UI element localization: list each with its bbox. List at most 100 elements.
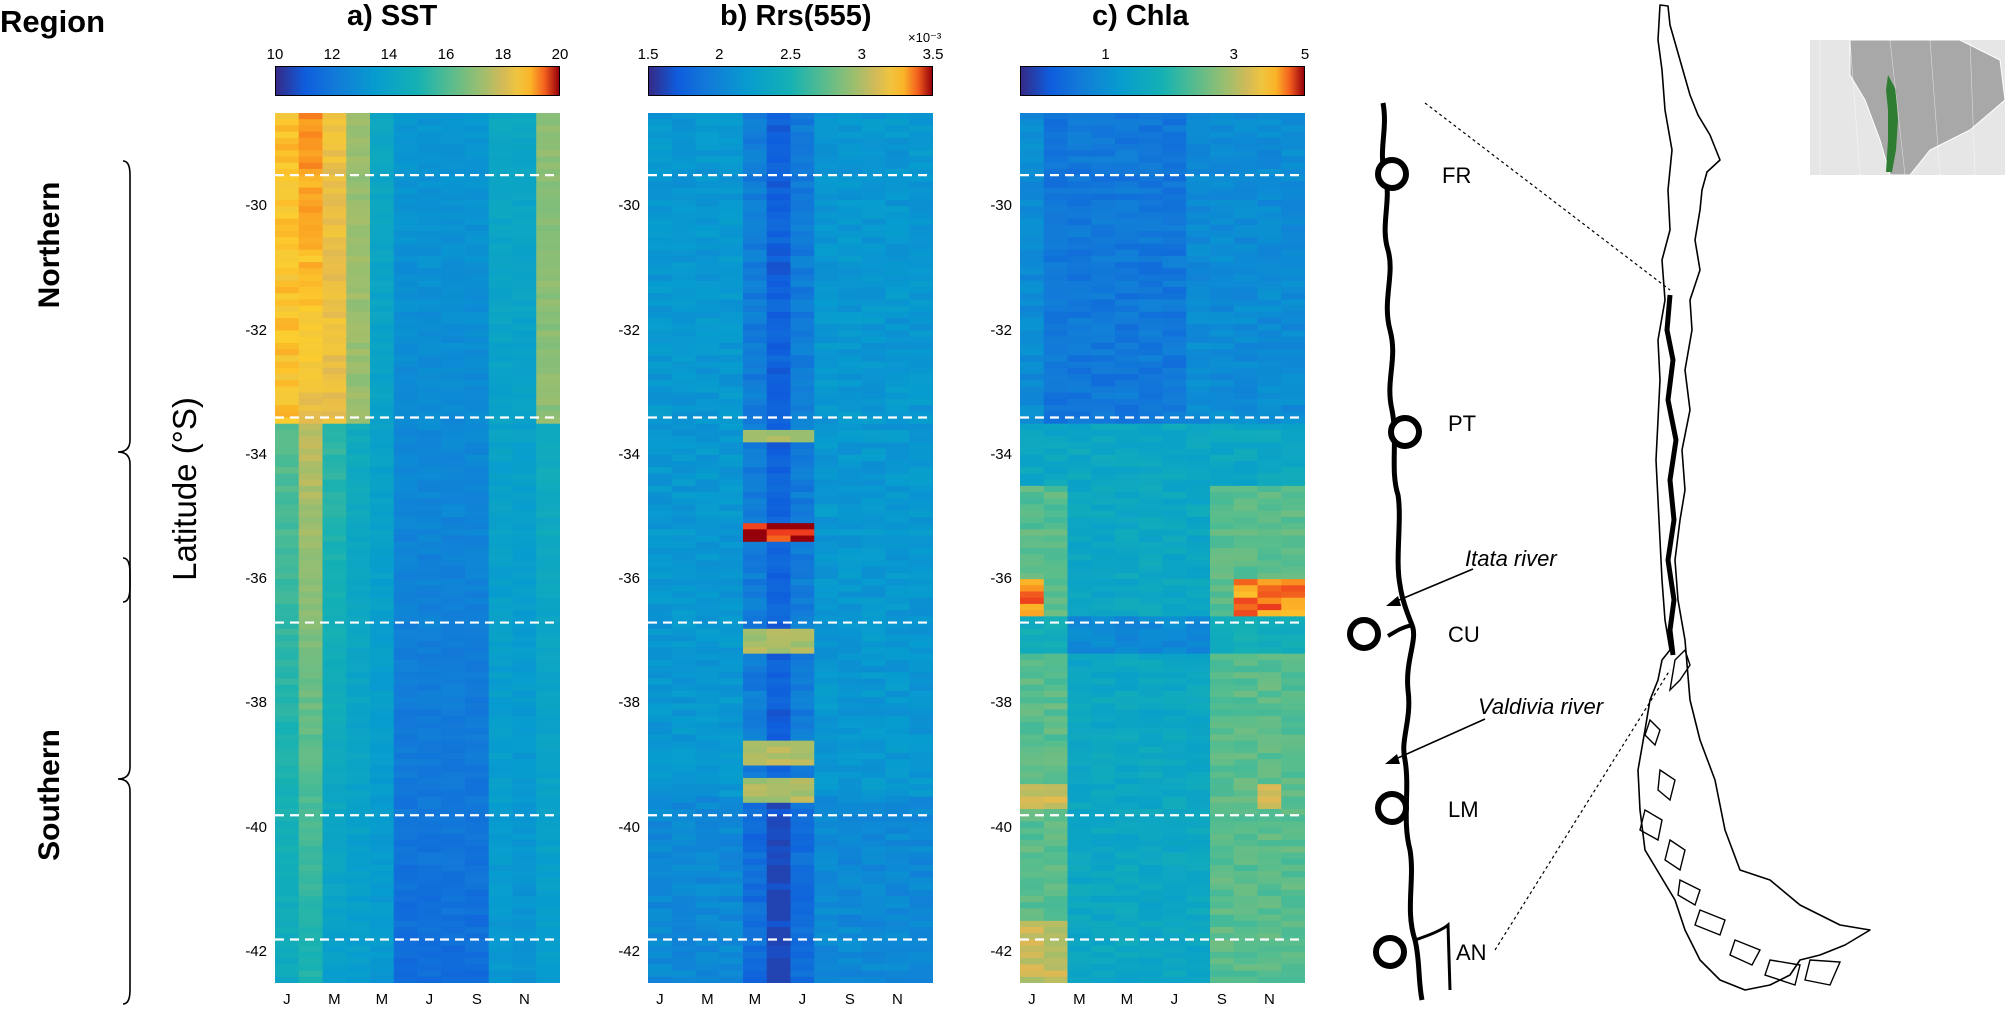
heat-cell [838, 797, 862, 804]
heat-cell [1068, 958, 1092, 965]
heat-cell [1020, 132, 1044, 139]
heat-cell [441, 573, 465, 580]
colorbar-tick-label: 16 [426, 46, 466, 63]
heat-cell [1068, 828, 1092, 835]
panel-title-1: b) Rrs(555) [720, 0, 872, 33]
heat-cell [886, 585, 910, 592]
heat-cell [814, 212, 838, 219]
heat-cell [1234, 840, 1258, 847]
heat-cell [1186, 728, 1210, 735]
heat-cell [814, 573, 838, 580]
heat-cell [791, 834, 815, 841]
heat-cell [1020, 958, 1044, 965]
heat-cell [346, 610, 370, 617]
heat-cell [275, 225, 299, 232]
heat-cell [323, 759, 347, 766]
heat-cell [394, 672, 418, 679]
heat-cell [323, 703, 347, 710]
heat-cell [1139, 734, 1163, 741]
heat-cell [1020, 784, 1044, 791]
heat-cell [513, 150, 537, 157]
heat-cell [299, 896, 323, 903]
heat-cell [441, 498, 465, 505]
heat-cell [648, 492, 672, 499]
heat-cell [1210, 225, 1234, 232]
heat-cell [346, 219, 370, 226]
heat-cell [886, 200, 910, 207]
heat-cell [743, 511, 767, 518]
heat-cell [814, 840, 838, 847]
heat-cell [838, 467, 862, 474]
heat-cell [299, 268, 323, 275]
heat-cell [838, 685, 862, 692]
heat-cell [1020, 946, 1044, 953]
heat-cell [1044, 654, 1068, 661]
heat-cell [886, 598, 910, 605]
heat-cell [275, 654, 299, 661]
heat-cell [719, 194, 743, 201]
heat-cell [648, 132, 672, 139]
heat-cell [648, 250, 672, 257]
heat-cell [1068, 306, 1092, 313]
heat-cell [513, 921, 537, 928]
heat-cell [418, 927, 442, 934]
heat-cell [838, 132, 862, 139]
heat-cell [370, 380, 394, 387]
heat-cell [814, 442, 838, 449]
heat-cell [719, 355, 743, 362]
heat-cell [418, 113, 442, 120]
heat-cell [1186, 654, 1210, 661]
heat-cell [767, 442, 791, 449]
heat-cell [838, 368, 862, 375]
heat-cell [791, 362, 815, 369]
heat-cell [1258, 380, 1282, 387]
heat-cell [275, 318, 299, 325]
heat-cell [886, 604, 910, 611]
heat-cell [299, 946, 323, 953]
heat-cell [418, 337, 442, 344]
heat-cell [862, 194, 886, 201]
heat-cell [1163, 262, 1187, 269]
heat-cell [346, 212, 370, 219]
heat-cell [323, 486, 347, 493]
heat-cell [323, 579, 347, 586]
heat-cell [886, 386, 910, 393]
heat-cell [767, 915, 791, 922]
heat-cell [814, 505, 838, 512]
heat-cell [1115, 834, 1139, 841]
heat-cell [767, 287, 791, 294]
heat-cell [862, 237, 886, 244]
heat-cell [696, 629, 720, 636]
heat-cell [886, 157, 910, 164]
heat-cell [1091, 194, 1115, 201]
heat-cell [743, 828, 767, 835]
heat-cell [1258, 523, 1282, 530]
heat-cell [672, 312, 696, 319]
heat-cell [1258, 834, 1282, 841]
heat-cell [323, 299, 347, 306]
heat-cell [513, 144, 537, 151]
heat-cell [719, 125, 743, 132]
heat-cell [1115, 144, 1139, 151]
heat-cell [1139, 759, 1163, 766]
heat-cell [346, 772, 370, 779]
heat-cell [648, 560, 672, 567]
heat-cell [465, 306, 489, 313]
heat-cell [275, 442, 299, 449]
heat-cell [719, 293, 743, 300]
heat-cell [719, 871, 743, 878]
heat-cell [1044, 256, 1068, 263]
heat-cell [1139, 430, 1163, 437]
heat-cell [1234, 492, 1258, 499]
heat-cell [1115, 237, 1139, 244]
heat-cell [275, 946, 299, 953]
heat-cell [1044, 859, 1068, 866]
heat-cell [814, 399, 838, 406]
heat-cell [672, 362, 696, 369]
heat-cell [719, 884, 743, 891]
heat-cell [323, 150, 347, 157]
heat-cell [1186, 971, 1210, 978]
heat-cell [862, 734, 886, 741]
heat-cell [1258, 902, 1282, 909]
heat-cell [394, 262, 418, 269]
